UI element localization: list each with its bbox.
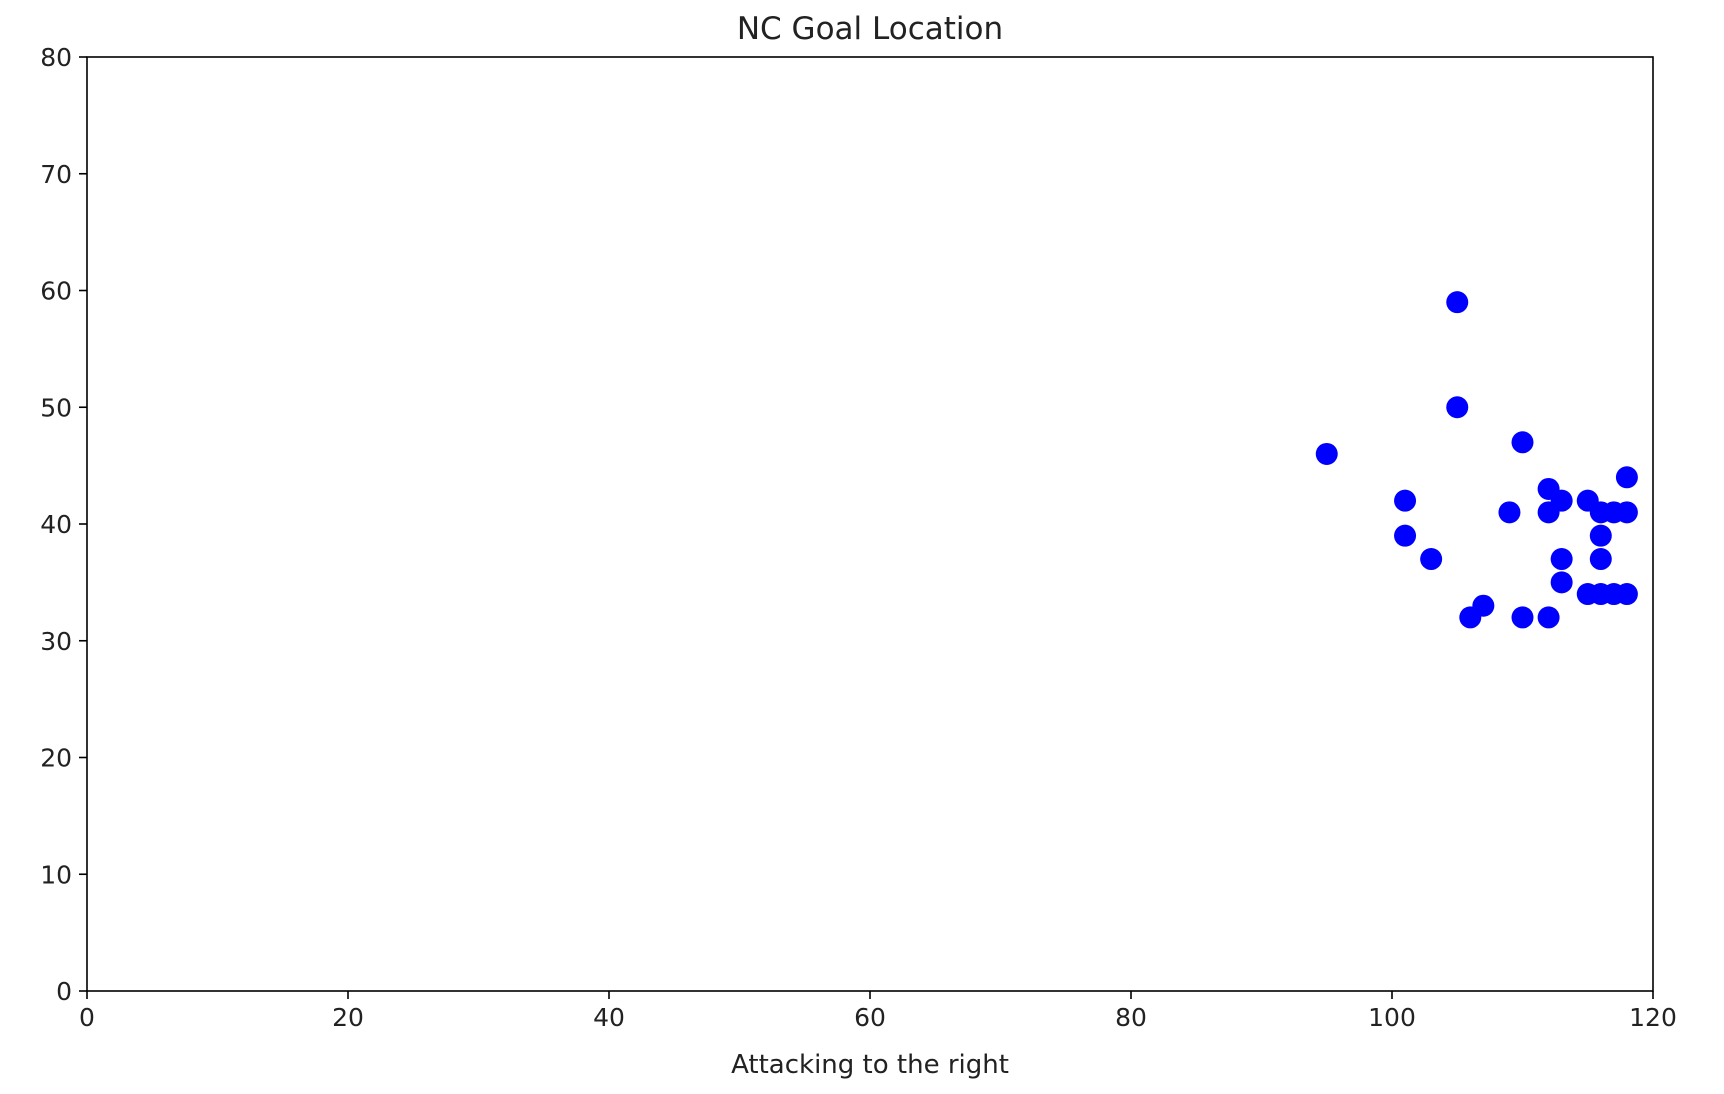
x-tick-label: 40	[593, 1003, 625, 1032]
y-tick-label: 50	[40, 393, 72, 422]
y-tick-label: 40	[40, 510, 72, 539]
data-point	[1550, 548, 1573, 571]
y-tick-label: 60	[40, 277, 72, 306]
chart-title: NC Goal Location	[737, 11, 1003, 47]
data-point	[1511, 431, 1534, 454]
data-point	[1459, 606, 1482, 629]
data-point	[1498, 501, 1521, 524]
y-tick-label: 80	[40, 43, 72, 72]
data-point	[1615, 583, 1638, 606]
data-points	[1315, 291, 1638, 629]
data-point	[1537, 606, 1560, 629]
x-tick-label: 120	[1629, 1003, 1677, 1032]
x-tick-label: 100	[1368, 1003, 1416, 1032]
data-point	[1446, 396, 1469, 419]
x-tick-label: 20	[332, 1003, 364, 1032]
x-tick-label: 60	[854, 1003, 886, 1032]
data-point	[1446, 291, 1469, 314]
y-tick-label: 0	[56, 977, 72, 1006]
data-point	[1394, 489, 1417, 512]
data-point	[1550, 571, 1573, 594]
data-point	[1589, 548, 1612, 571]
data-point	[1394, 524, 1417, 547]
x-tick-label: 80	[1115, 1003, 1147, 1032]
y-tick-label: 10	[40, 860, 72, 889]
data-point	[1420, 548, 1443, 571]
data-point	[1537, 501, 1560, 524]
plot-area	[86, 56, 1654, 992]
x-axis-ticks: 0 20 40 60 80 100 120	[79, 991, 1677, 1032]
data-point	[1589, 524, 1612, 547]
data-point	[1615, 501, 1638, 524]
y-tick-label: 30	[40, 627, 72, 656]
plot-frame	[86, 56, 1654, 992]
x-tick-label: 0	[79, 1003, 95, 1032]
data-point	[1615, 466, 1638, 489]
y-tick-label: 20	[40, 744, 72, 773]
data-point	[1315, 442, 1338, 465]
x-axis-title: Attacking to the right	[731, 1050, 1009, 1080]
y-axis-ticks: 0 10 20 30 40 50 60 70 80	[40, 43, 87, 1006]
data-point	[1511, 606, 1534, 629]
y-tick-label: 70	[40, 160, 72, 189]
